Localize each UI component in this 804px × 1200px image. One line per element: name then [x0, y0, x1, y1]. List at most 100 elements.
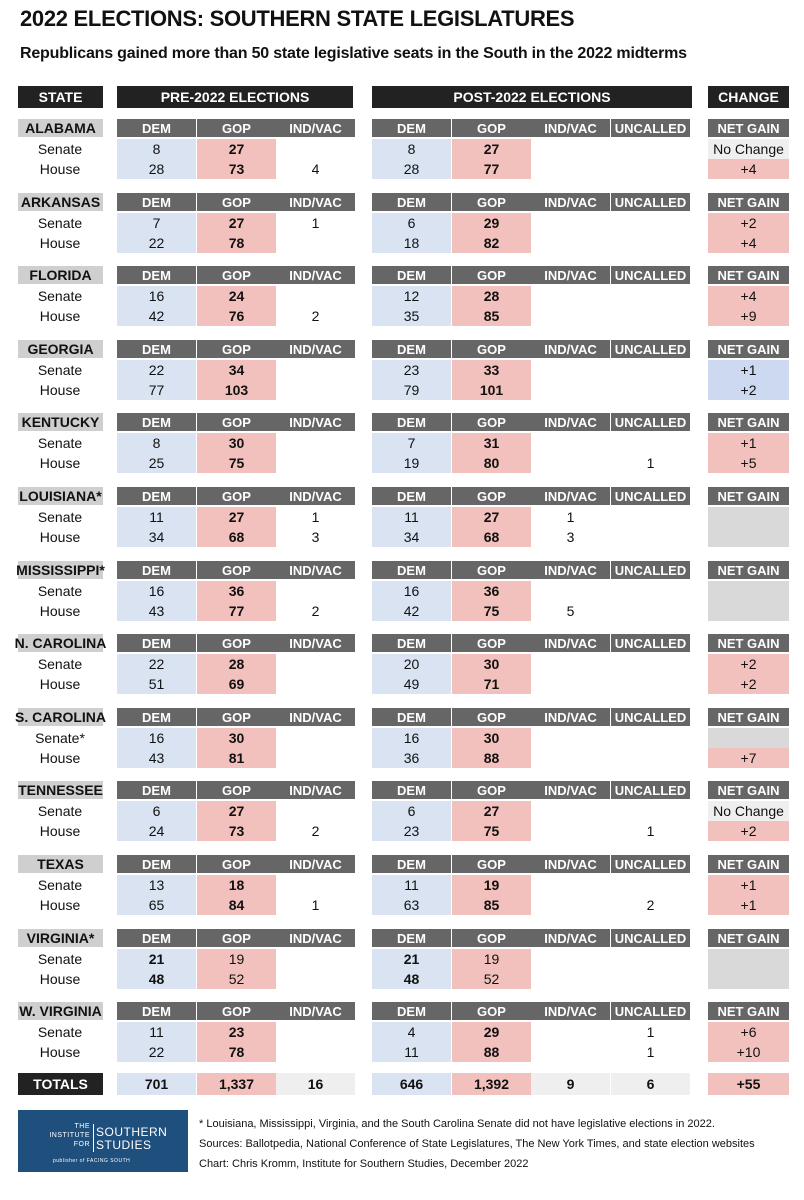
pre-value: 68 — [197, 527, 276, 547]
post-value: 3 — [566, 529, 575, 545]
pre-value — [276, 674, 355, 694]
post-value — [531, 433, 610, 453]
state-label: LOUISIANA* — [18, 487, 103, 505]
post-value: 16 — [372, 728, 451, 748]
pre-col-header: IND/VAC — [276, 561, 355, 579]
post-value — [531, 748, 610, 768]
post-value: 28 — [452, 286, 531, 306]
pre-col-header: DEM — [117, 340, 196, 358]
chamber-label: House — [39, 897, 81, 913]
post-value — [611, 748, 690, 768]
pre-value: 22 — [117, 1042, 196, 1062]
post-value — [611, 360, 690, 380]
chamber-label: Senate — [37, 141, 83, 157]
post-value: 20 — [372, 654, 451, 674]
state-label: ALABAMA — [18, 119, 103, 137]
pre-col-header: GOP — [197, 929, 276, 947]
post-value: 19 — [452, 949, 531, 969]
post-value — [611, 801, 690, 821]
pre-value: 78 — [197, 233, 276, 253]
post-value: 6 — [372, 801, 451, 821]
post-value: 101 — [452, 380, 531, 400]
pre-value: 51 — [117, 674, 196, 694]
pre-value: 2 — [311, 603, 320, 619]
chart-subtitle: Republicans gained more than 50 state le… — [20, 45, 687, 62]
chamber-label: House — [39, 971, 81, 987]
pre-value — [276, 949, 355, 969]
post-col-header: GOP — [452, 781, 531, 799]
net-gain-value — [708, 949, 789, 969]
post-value — [531, 286, 610, 306]
net-gain-value: +2 — [708, 380, 789, 400]
pre-value: 27 — [197, 507, 276, 527]
total-pre-value: 701 — [117, 1073, 196, 1095]
post-value — [531, 801, 610, 821]
pre-col-header: IND/VAC — [276, 781, 355, 799]
post-value: 18 — [372, 233, 451, 253]
post-value: 88 — [452, 748, 531, 768]
net-gain-value: +6 — [708, 1022, 789, 1042]
pre-value: 36 — [197, 581, 276, 601]
pre-value: 18 — [197, 875, 276, 895]
net-gain-header: NET GAIN — [708, 781, 789, 799]
pre-value: 27 — [197, 801, 276, 821]
state-label: KENTUCKY — [18, 413, 103, 431]
post-value — [531, 654, 610, 674]
pre-col-header: GOP — [197, 781, 276, 799]
post-value — [531, 233, 610, 253]
post-value: 35 — [372, 306, 451, 326]
post-value — [531, 674, 610, 694]
post-value: 12 — [372, 286, 451, 306]
post-col-header: DEM — [372, 634, 451, 652]
net-gain-header: NET GAIN — [708, 119, 789, 137]
post-value: 23 — [372, 821, 451, 841]
pre-value: 77 — [117, 380, 196, 400]
post-value: 75 — [452, 601, 531, 621]
net-gain-value: +10 — [708, 1042, 789, 1062]
post-value: 77 — [452, 159, 531, 179]
logo-text-small: THE INSTITUTE FOR — [49, 1123, 90, 1148]
post-value: 11 — [372, 875, 451, 895]
logo-publisher: publisher of FACING SOUTH — [53, 1158, 131, 1164]
post-col-header: UNCALLED — [611, 708, 690, 726]
post-value: 85 — [452, 895, 531, 915]
pre-col-header: IND/VAC — [276, 119, 355, 137]
pre-value: 22 — [117, 360, 196, 380]
pre-col-header: IND/VAC — [276, 634, 355, 652]
pre-col-header: IND/VAC — [276, 929, 355, 947]
post-value — [611, 728, 690, 748]
net-gain-header: NET GAIN — [708, 1002, 789, 1020]
post-value: 79 — [372, 380, 451, 400]
pre-value — [276, 728, 355, 748]
pre-col-header: IND/VAC — [276, 1002, 355, 1020]
chamber-label: House — [39, 603, 81, 619]
chamber-label: House — [39, 1044, 81, 1060]
state-label: FLORIDA — [18, 266, 103, 284]
footnote: * Louisiana, Mississippi, Virginia, and … — [199, 1118, 715, 1130]
post-value — [531, 1022, 610, 1042]
net-gain-value — [708, 601, 789, 621]
post-col-header: IND/VAC — [531, 1002, 610, 1020]
post-col-header: UNCALLED — [611, 340, 690, 358]
pre-value: 30 — [197, 728, 276, 748]
post-col-header: IND/VAC — [531, 119, 610, 137]
pre-col-header: GOP — [197, 340, 276, 358]
chamber-label: House — [39, 161, 81, 177]
pre-value — [276, 654, 355, 674]
post-col-header: GOP — [452, 413, 531, 431]
post-col-header: UNCALLED — [611, 561, 690, 579]
pre-value: 75 — [197, 453, 276, 473]
post-value — [611, 213, 690, 233]
post-value — [611, 286, 690, 306]
post-col-header: IND/VAC — [531, 340, 610, 358]
post-value — [531, 1042, 610, 1062]
post-value — [611, 674, 690, 694]
post-value — [531, 969, 610, 989]
post-value: 1 — [646, 1024, 655, 1040]
post-col-header: IND/VAC — [531, 855, 610, 873]
post-value: 27 — [452, 507, 531, 527]
chamber-label: House — [39, 235, 81, 251]
post-value — [611, 306, 690, 326]
post-col-header: DEM — [372, 929, 451, 947]
post-col-header: IND/VAC — [531, 266, 610, 284]
